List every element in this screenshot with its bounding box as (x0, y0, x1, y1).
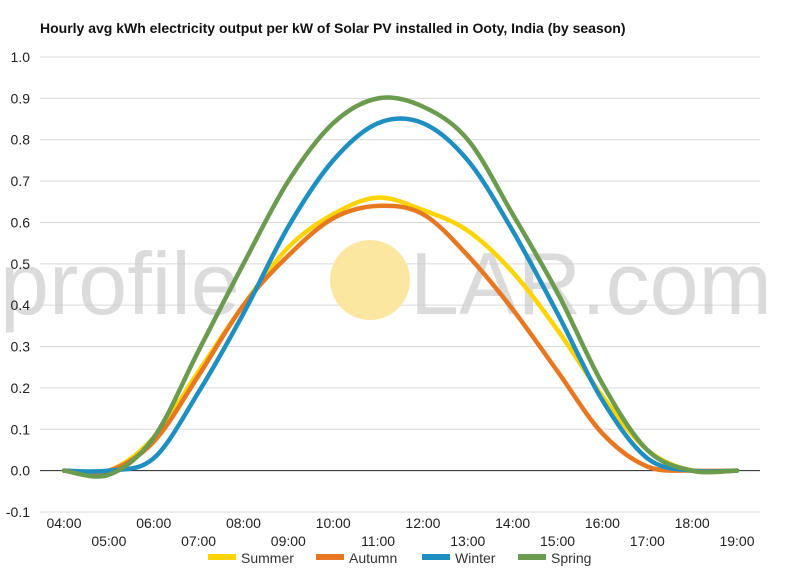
x-tick-label: 13:00 (450, 533, 485, 549)
x-tick-label: 12:00 (405, 515, 440, 531)
x-tick-label: 15:00 (540, 533, 575, 549)
chart-title: Hourly avg kWh electricity output per kW… (40, 20, 626, 36)
x-axis-ticks: 04:00 05:00 06:00 07:00 08:00 09:00 10:00 11:00… (46, 515, 754, 549)
watermark-text-left: profile (0, 234, 240, 333)
legend-item-spring: Spring (518, 550, 591, 566)
legend-swatch (316, 554, 344, 560)
x-tick-label: 08:00 (226, 515, 261, 531)
legend-item-summer: Summer (208, 550, 294, 566)
legend-label: Autumn (349, 550, 397, 566)
series-line-winter (61, 116, 740, 474)
x-tick-label: 19:00 (719, 533, 754, 549)
legend-label: Summer (241, 550, 294, 566)
y-tick-label: 1.0 (11, 49, 31, 65)
watermark-sun-icon (330, 240, 410, 320)
y-tick-label: 0.2 (11, 380, 31, 396)
x-tick-label: 14:00 (495, 515, 530, 531)
legend-label: Winter (455, 550, 496, 566)
x-tick-label: 07:00 (181, 533, 216, 549)
legend-item-autumn: Autumn (316, 550, 397, 566)
watermark: profile LAR.com (0, 234, 772, 333)
x-tick-label: 18:00 (675, 515, 710, 531)
x-tick-label: 16:00 (585, 515, 620, 531)
y-tick-label: 0.1 (11, 421, 31, 437)
y-tick-label: -0.1 (6, 504, 30, 520)
legend-swatch (208, 554, 236, 560)
y-tick-label: 0.9 (11, 90, 31, 106)
y-tick-label: 0.7 (11, 173, 31, 189)
legend-swatch (518, 554, 546, 560)
legend-label: Spring (551, 550, 591, 566)
series-line-autumn (61, 203, 740, 476)
x-tick-label: 11:00 (361, 533, 395, 549)
x-tick-label: 06:00 (136, 515, 171, 531)
series-line-spring (61, 95, 740, 479)
y-tick-label: 0.8 (11, 132, 31, 148)
legend: Summer Autumn Winter Spring (208, 550, 591, 566)
series-lines (61, 95, 740, 479)
legend-swatch (422, 554, 450, 560)
x-tick-label: 05:00 (91, 533, 126, 549)
y-tick-label: 0.5 (11, 256, 31, 272)
y-tick-label: 0.4 (11, 297, 31, 313)
y-tick-label: 0.0 (11, 463, 31, 479)
series-line-summer (61, 195, 740, 476)
y-axis-ticks: -0.1 0.0 0.1 0.2 0.3 0.4 0.5 0.6 0.7 0.8 0.9 1.0 (6, 49, 30, 520)
y-tick-label: 0.3 (11, 339, 31, 355)
legend-item-winter: Winter (422, 550, 496, 566)
watermark-text-right: LAR.com (410, 234, 772, 333)
x-tick-label: 04:00 (46, 515, 81, 531)
x-tick-label: 09:00 (271, 533, 306, 549)
x-tick-label: 17:00 (630, 533, 665, 549)
x-tick-label: 10:00 (316, 515, 351, 531)
y-tick-label: 0.6 (11, 214, 31, 230)
